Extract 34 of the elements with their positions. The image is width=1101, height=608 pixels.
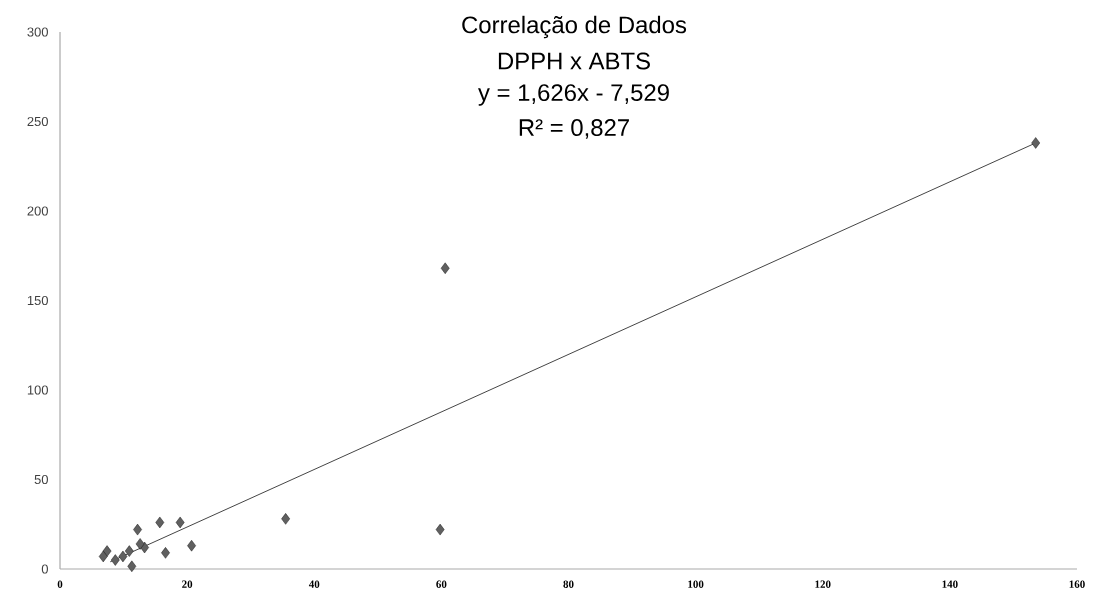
point [1031,137,1041,149]
y-tick-label: 250 [27,116,48,127]
x-tick-label: 80 [563,580,574,588]
text: DPPH x ABTS [498,52,650,70]
y-tick-label: 50 [34,474,48,485]
x-tick-label: 100 [688,580,704,588]
y-tick-label: 150 [27,295,48,306]
point [110,554,120,566]
x-tick-label: 160 [1069,580,1085,588]
chart-title: Correlação de Dados [462,15,687,39]
point [155,516,165,529]
point [127,560,137,572]
x-tick-label: 20 [182,580,193,588]
annotation: R² = 0,827 [519,119,629,139]
x-tick-label: 60 [436,580,447,588]
point [187,540,196,552]
x-tick-label: 40 [308,580,320,588]
point [118,550,128,563]
point [435,523,445,536]
point [281,513,290,525]
y-tick-label: 0 [41,564,48,574]
x-tick-label: 0 [57,580,63,588]
x-tick-label: 140 [942,580,958,588]
point [135,538,145,550]
point [124,545,134,557]
y-tick-label: 300 [27,27,48,37]
point [98,550,108,563]
point [440,262,450,274]
annotation: y = 1,626x - 7,529 [478,84,669,106]
point [175,516,185,529]
y-tick-label: 200 [27,206,48,216]
point [161,547,170,559]
y-tick-label: 100 [27,385,48,395]
x-tick-label: 120 [815,580,831,588]
